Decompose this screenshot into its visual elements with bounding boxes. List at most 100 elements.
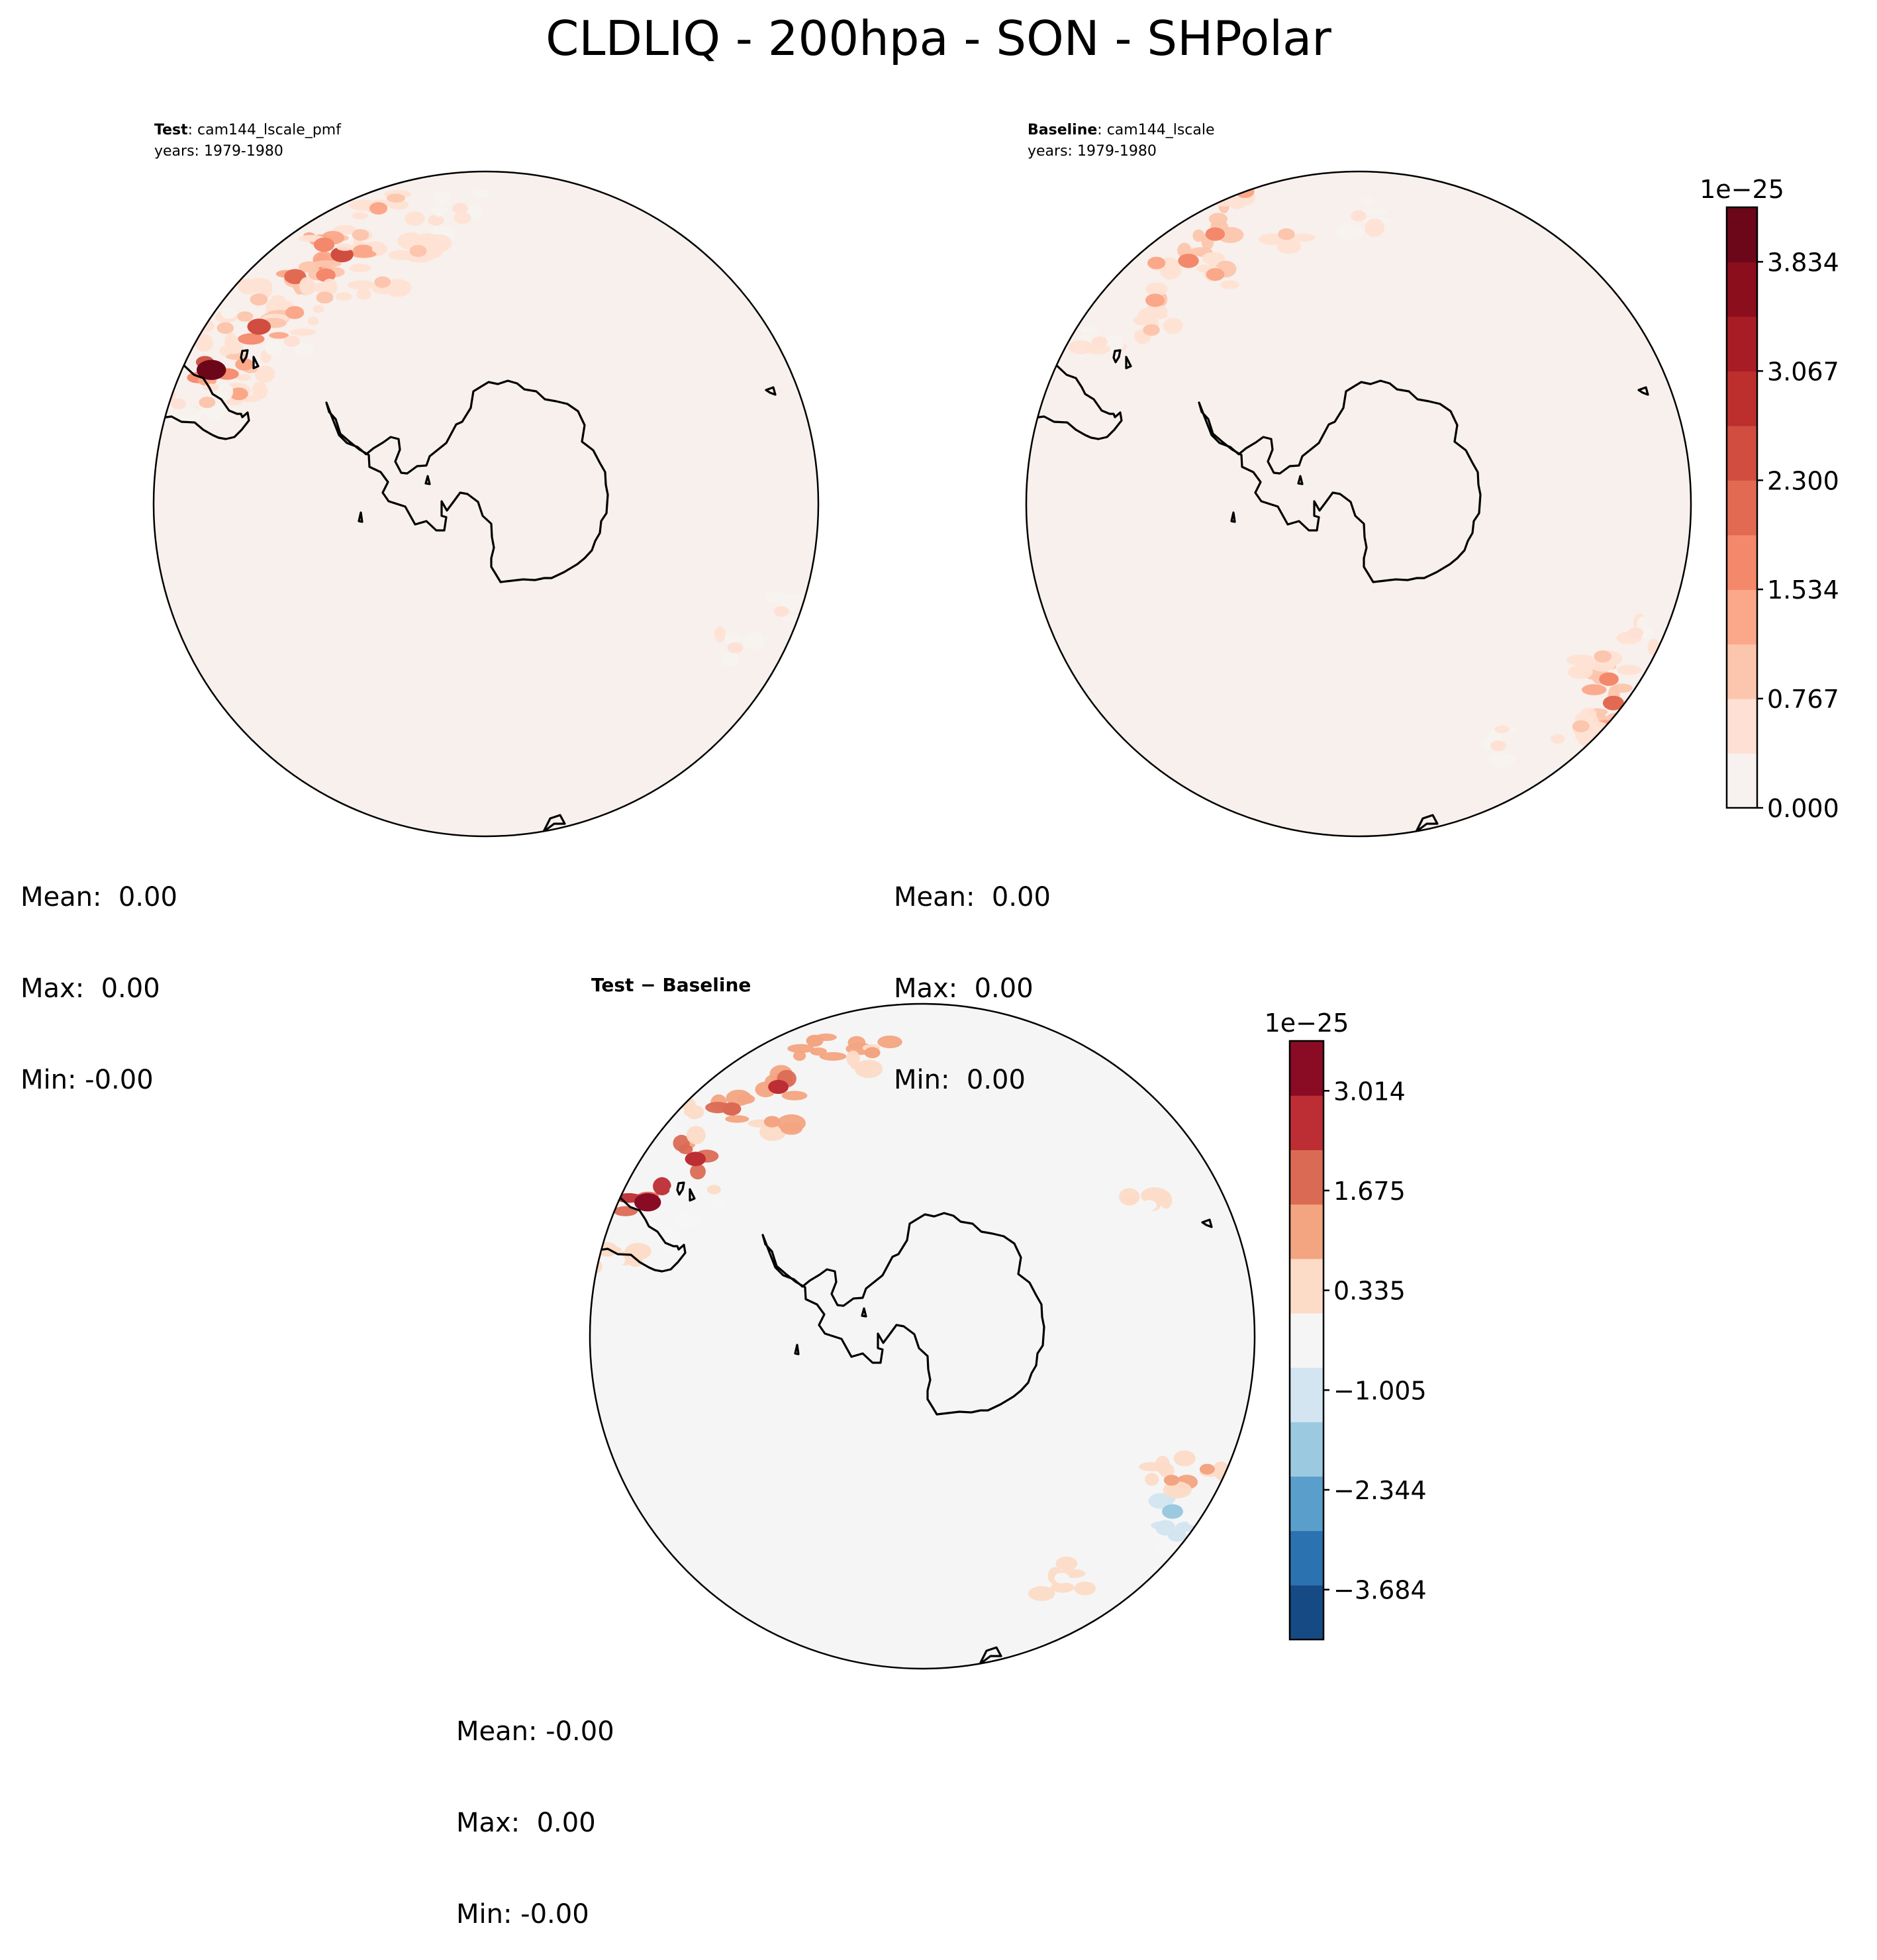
contour-feature [643,1232,661,1244]
contour-speckle [307,317,319,326]
panel-test-min: Min: -0.00 [21,1065,154,1095]
contour-speckle [471,188,490,199]
contour-speckle [1028,1586,1055,1601]
contour-feature [685,1152,706,1167]
island-coastline [1415,814,1439,833]
colorbar-tick-label: 2.300 [1767,466,1839,495]
contour-feature [1143,324,1160,336]
figure-canvas: 0.0000.7671.5342.3003.0673.8341e−25−3.68… [152,170,1839,1670]
panel-diff-max: Max: 0.00 [456,1808,596,1838]
island-coastline [1112,349,1122,364]
contour-speckle [237,311,254,322]
contour-feature [352,229,369,241]
contour-speckle [1160,1191,1173,1209]
panel-test-years: years: 1979-1980 [154,143,283,160]
contour-feature [1206,268,1225,281]
contour-speckle [1291,233,1316,242]
contour-speckle [299,277,315,295]
contour-speckle [347,280,376,290]
colorbar-tick-label: 3.014 [1333,1077,1406,1106]
contour-speckle [663,1228,678,1240]
island-coastline [794,1344,800,1355]
contour-speckle [238,333,265,345]
colorbar-segment [1727,534,1757,590]
contour-speckle [389,200,409,210]
island-coastline [358,511,363,523]
contour-speckle [1119,1188,1140,1206]
map-boundary [152,170,820,838]
contour-speckle [742,633,765,650]
contour-speckle [216,383,234,401]
contour-feature [316,291,334,304]
island-coastline [424,475,431,485]
colorbar-diff: −3.684 −2.344 −1.005 0.335 1.675 3.014 1e−25 [1265,1008,1427,1641]
contour-speckle [202,383,220,391]
contour-speckle [335,292,352,301]
colorbar-segment [1727,425,1757,481]
south-america-coastline [154,364,250,440]
panel-baseline-max: Max: 0.00 [894,973,1034,1004]
map-panel-2 [589,1003,1256,1670]
colorbar-segment [1290,1476,1324,1532]
contour-speckle [709,1199,727,1208]
south-america-coastline [591,1197,687,1273]
contour-speckle [847,1036,866,1049]
contour-speckle [624,1243,651,1260]
contour-feature [452,203,468,214]
contour-feature [313,237,335,252]
colorbar-tick-label: −2.344 [1333,1476,1427,1505]
panel-test-label: Test: cam144_lscale_pmf [154,123,341,138]
island-coastline [240,349,249,364]
colorbar-tick-label: 0.767 [1767,685,1839,714]
contour-speckle [810,1047,827,1056]
contour-feature [316,268,336,282]
panel-diff-label: Test − Baseline [591,976,751,995]
colorbar-segment [1727,480,1757,536]
contour-speckle [387,193,405,203]
contour-speckle [1206,253,1220,267]
contour-speckle [678,1144,693,1155]
contour-speckle [405,211,425,226]
antarctica-coastline [1198,379,1482,583]
contour-speckle [294,342,314,357]
contour-speckle [1249,174,1263,187]
colorbar-segment [1290,1422,1324,1477]
contour-feature [763,1116,781,1128]
contour-feature [687,1199,704,1211]
panel-diff-min: Min: -0.00 [456,1899,589,1930]
contour-speckle [1186,1530,1204,1545]
contour-speckle [690,1163,706,1180]
contour-speckle [1551,734,1565,744]
map-background [590,1004,1255,1669]
contour-speckle [819,1052,847,1061]
contour-feature [1145,293,1165,307]
island-coastline [979,1646,1002,1665]
contour-feature [1490,740,1506,752]
colorbar-segment [1727,262,1757,317]
contour-speckle [1159,1463,1175,1478]
contour-feature [170,398,187,410]
colorbar-tick-label: 1.534 [1767,575,1839,605]
contour-feature [1602,695,1624,710]
colorbar-segment [1727,371,1757,426]
contour-feature [1599,672,1619,686]
contour-speckle [1612,683,1633,693]
contour-speckle [313,305,324,313]
contour-speckle [1163,1481,1192,1498]
contour-speckle [1365,218,1385,237]
contour-feature [229,387,248,401]
colorbar-segment [1727,207,1757,263]
map-boundary [589,1003,1256,1670]
contour-speckle [1361,197,1374,207]
island-coastline [1230,511,1236,523]
island-coastline [861,1307,867,1318]
contour-feature [722,1102,742,1116]
contour-feature [1178,254,1199,268]
contour-feature [1351,210,1367,222]
contour-feature [1278,228,1295,240]
contour-speckle [312,282,332,293]
contour-speckle [1276,238,1302,254]
contour-speckle [1175,1522,1194,1532]
contour-feature [235,358,254,371]
panel-baseline-min: Min: 0.00 [894,1065,1026,1095]
